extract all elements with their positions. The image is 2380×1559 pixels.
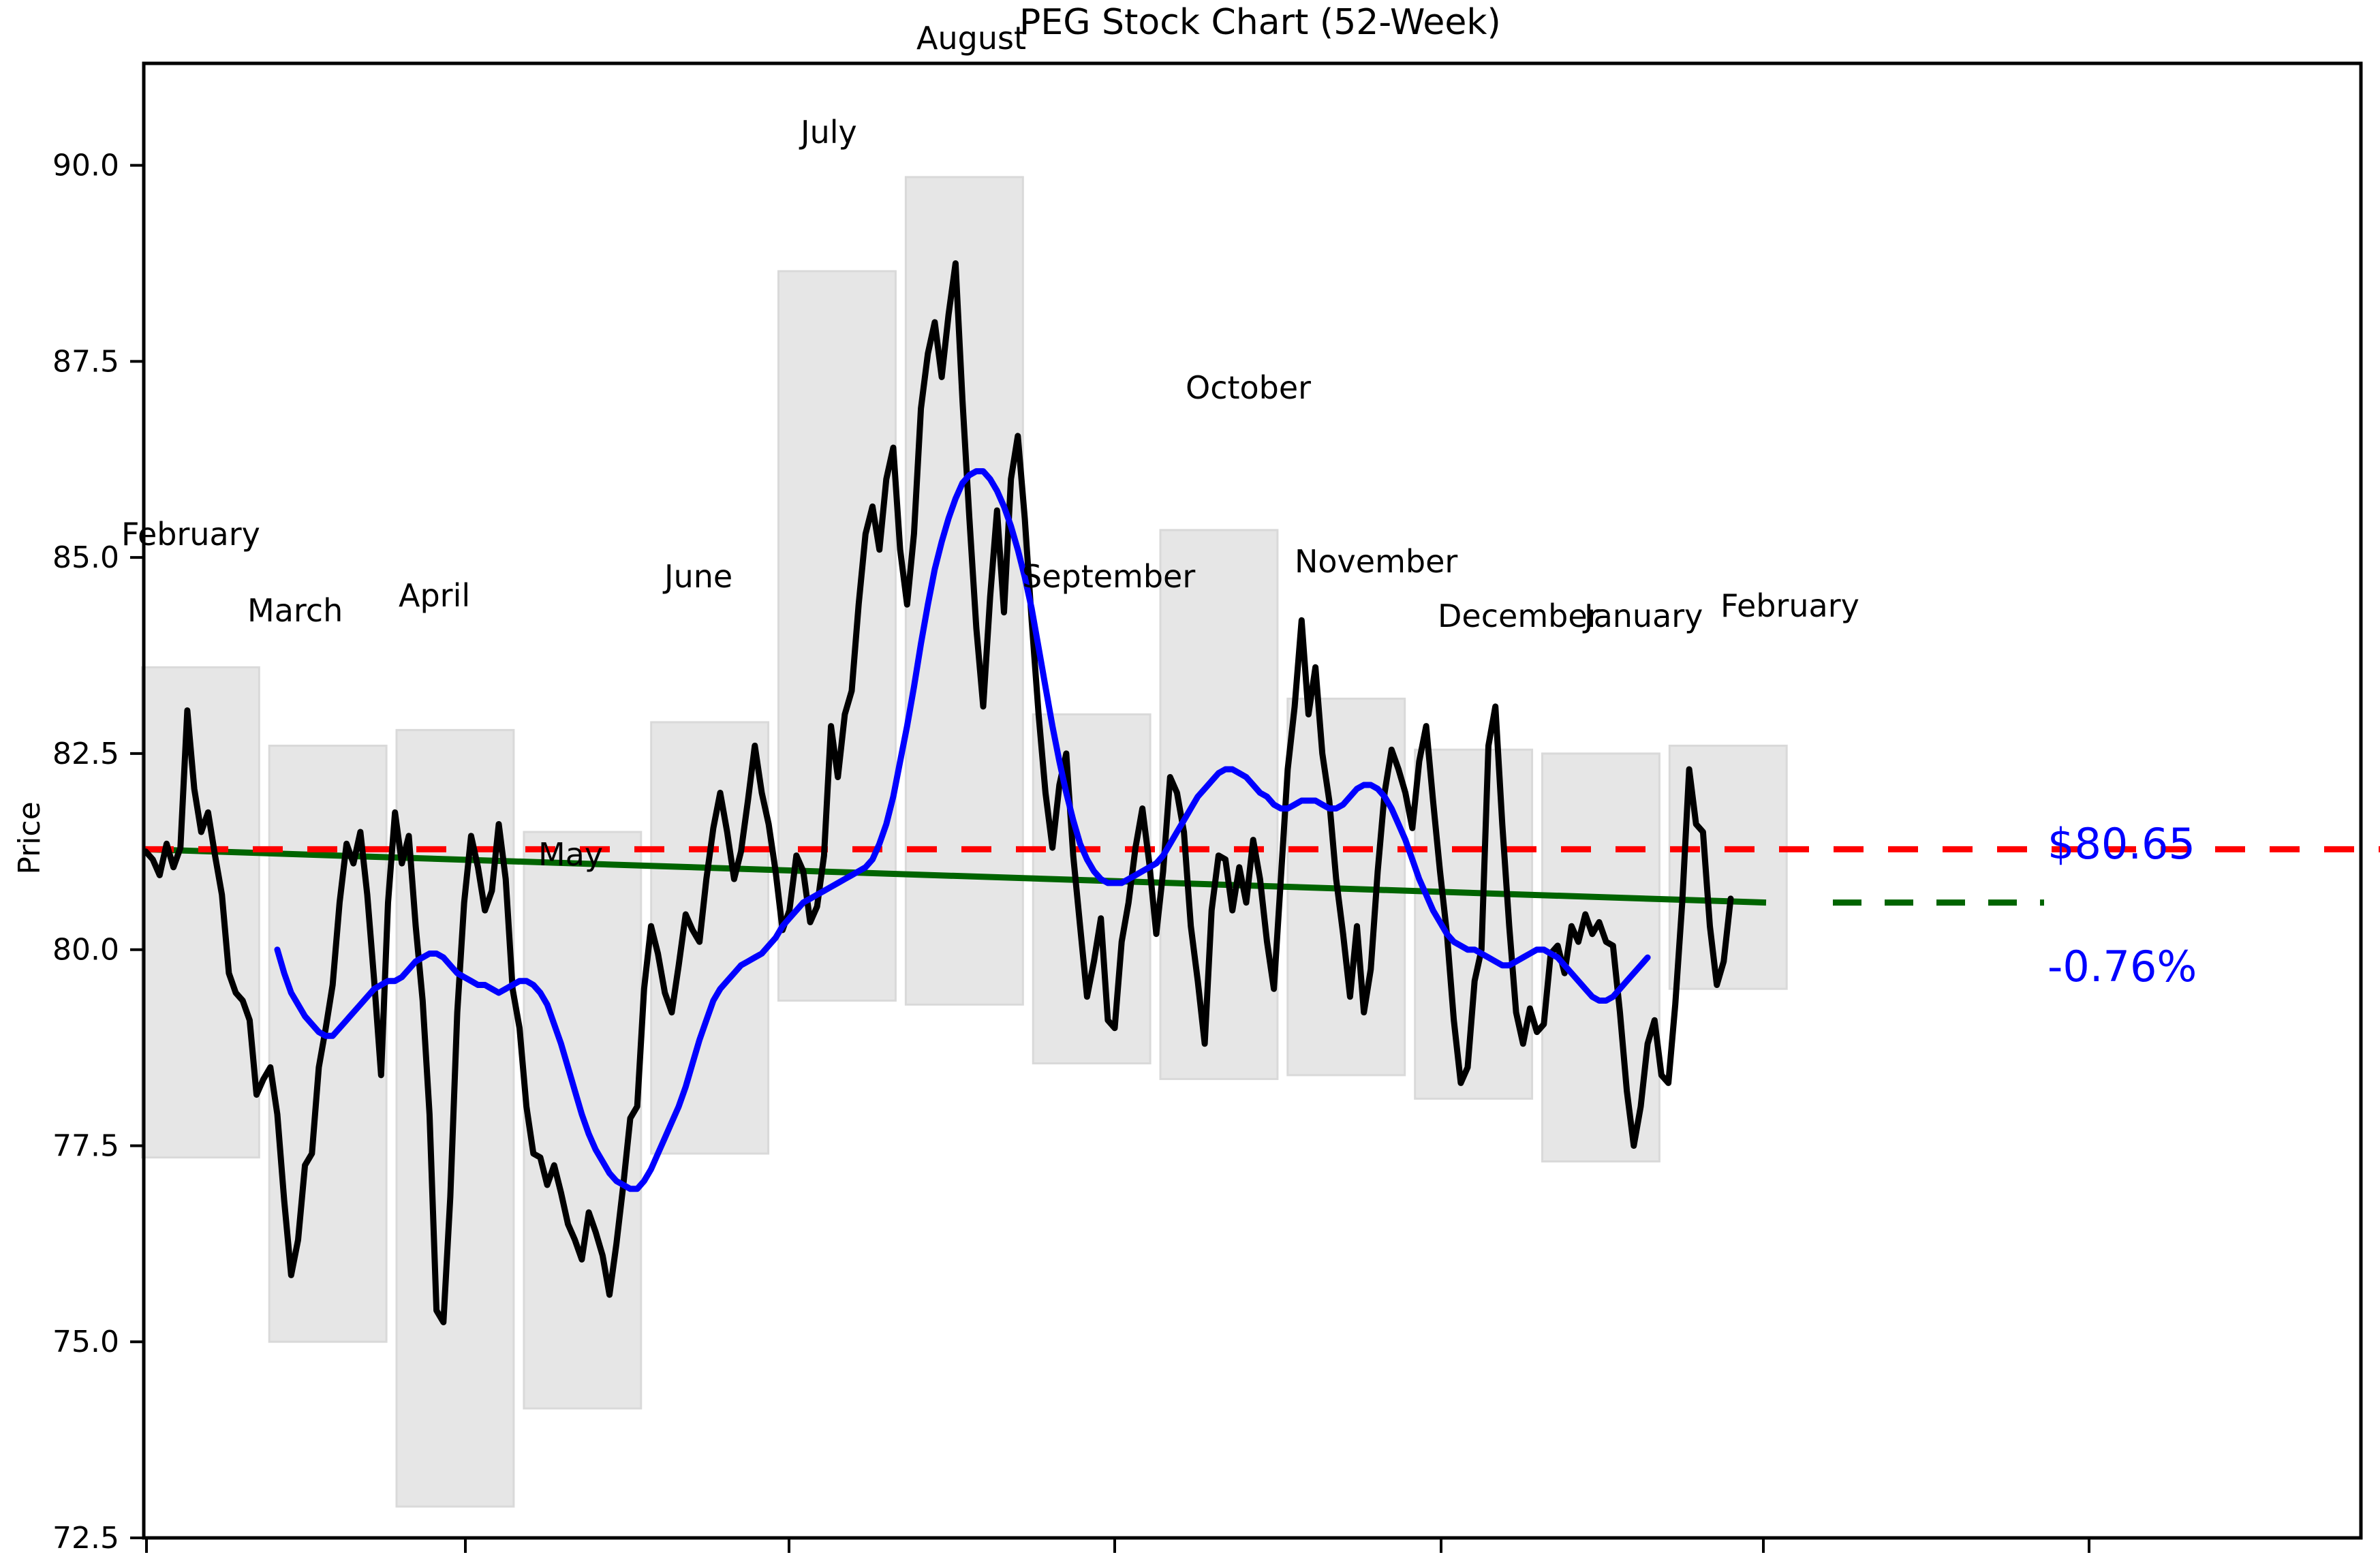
month-label: June	[662, 558, 732, 595]
month-label: May	[538, 836, 603, 873]
chart-title: PEG Stock Chart (52-Week)	[1019, 2, 1501, 43]
plot-frame	[142, 61, 2363, 1540]
y-tick-label: 72.5	[52, 1521, 119, 1556]
y-tick-label: 87.5	[52, 344, 119, 379]
month-label: August	[916, 20, 1026, 57]
month-label: March	[247, 592, 343, 629]
y-axis-label: Price	[12, 801, 47, 874]
x-axis-ticks	[145, 1538, 2090, 1553]
price-line	[142, 260, 1734, 1325]
y-tick-label: 90.0	[52, 149, 119, 183]
month-label: February	[1720, 587, 1859, 624]
y-tick-label: 82.5	[52, 737, 119, 771]
month-labels: February March April May June July August Septe…	[121, 20, 1859, 873]
monthly-range-band	[140, 666, 260, 1159]
current-price-annotation: $80.65	[2047, 819, 2195, 869]
y-tick-label: 77.5	[52, 1128, 119, 1163]
month-label: December	[1438, 598, 1601, 634]
y-tick-label: 75.0	[52, 1325, 119, 1359]
month-label: November	[1295, 543, 1457, 580]
month-label: October	[1186, 369, 1311, 406]
y-tick-label: 80.0	[52, 933, 119, 968]
month-label: January	[1582, 598, 1703, 634]
monthly-range-band	[1159, 529, 1279, 1081]
month-label: April	[399, 577, 470, 614]
moving-average-line	[274, 468, 1651, 1192]
month-label: September	[1022, 558, 1195, 595]
trend-line	[145, 846, 1767, 906]
y-axis-ticks: 72.5 75.0 77.5 80.0 82.5 85.0 87.5 90.0	[52, 149, 144, 1556]
y-tick-label: 85.0	[52, 540, 119, 575]
month-label: July	[799, 114, 857, 151]
month-label: February	[121, 516, 260, 553]
monthly-range-band	[777, 270, 897, 1002]
percent-change-annotation: -0.76%	[2047, 942, 2197, 991]
